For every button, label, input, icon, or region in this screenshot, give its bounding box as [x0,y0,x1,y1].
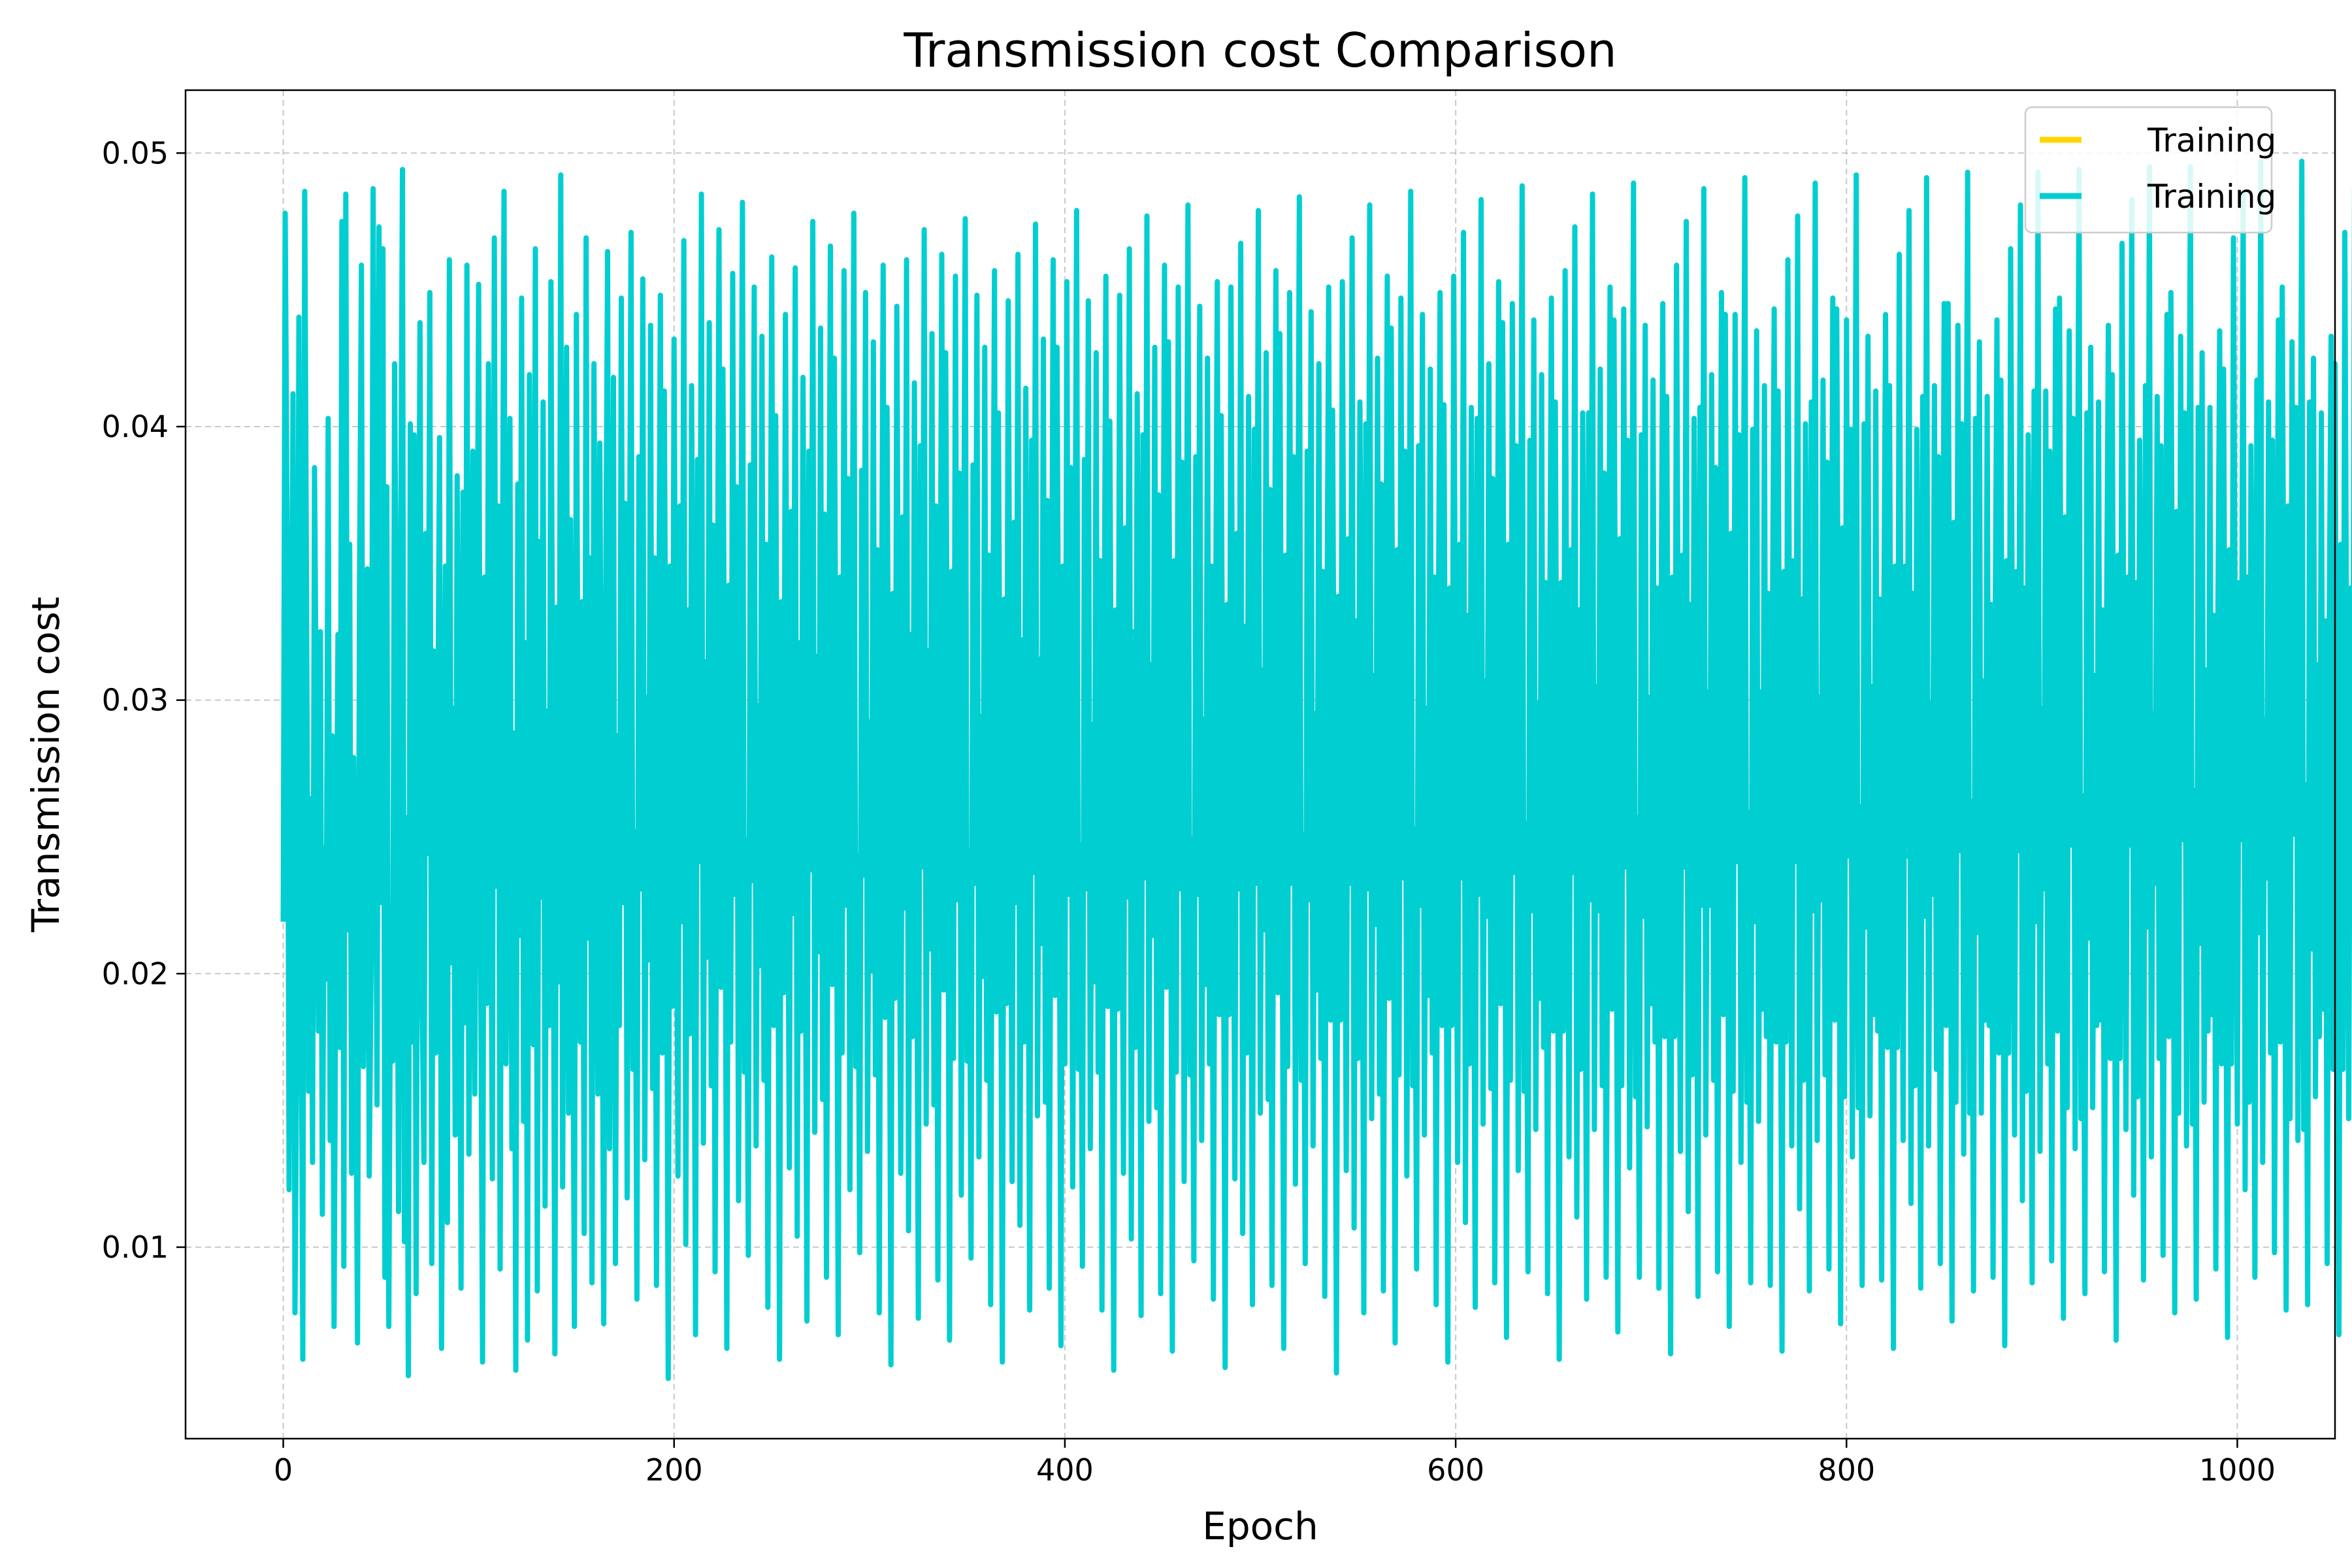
y-tick-label: 0.01 [102,1230,169,1265]
plot-frame [184,89,2336,1440]
series-layer [280,158,2352,1381]
x-tick-label: 400 [1036,1452,1094,1488]
y-ticks: 0.01 0.02 0.03 0.04 0.05 [102,135,186,1265]
x-tick-label: 600 [1427,1452,1484,1488]
x-tick-label: 1000 [2199,1452,2276,1488]
y-tick-label: 0.04 [102,409,169,444]
legend-box [2024,106,2273,234]
y-tick-label: 0.05 [102,135,169,171]
legend: Training Training [2024,106,2276,234]
y-tick-label: 0.03 [102,683,169,718]
legend-label-training-cyan: Training [2147,178,2276,216]
chart-title: Transmission cost Comparison [903,23,1616,78]
series-line-1 [280,158,2352,1381]
x-tick-label: 800 [1818,1452,1875,1488]
x-tick-label: 200 [645,1452,703,1488]
y-tick-label: 0.02 [102,956,169,991]
x-axis-label: Epoch [1202,1504,1318,1548]
x-ticks: 0 200 400 600 800 1000 [274,1439,2276,1488]
legend-label-training-yellow: Training [2147,122,2276,159]
y-axis-label: Transmission cost [24,596,68,932]
x-tick-label: 0 [274,1452,293,1488]
